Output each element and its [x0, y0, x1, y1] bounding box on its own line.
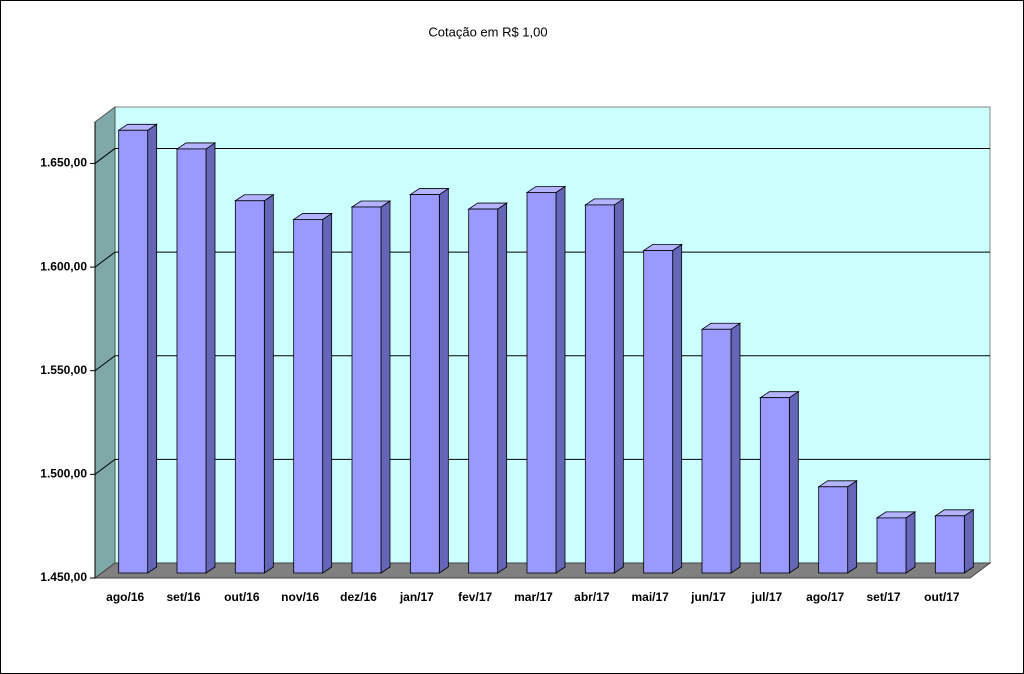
bar-side — [205, 142, 216, 574]
grid-line — [94, 458, 116, 475]
y-tick-label: 1.600,00 — [40, 259, 87, 273]
bar-front — [584, 204, 615, 574]
y-tick-label: 1.550,00 — [40, 363, 87, 377]
chart-title: Cotação em R$ 1,00 — [428, 24, 547, 39]
bar — [292, 212, 333, 574]
x-tick-label: out/17 — [924, 590, 960, 604]
x-tick-label: mar/17 — [514, 590, 553, 604]
bar-side — [672, 243, 683, 574]
x-tick-label: fev/17 — [458, 590, 492, 604]
bar-front — [118, 129, 149, 574]
bar — [409, 187, 450, 574]
bar-front — [468, 208, 499, 574]
bar-side — [788, 390, 799, 574]
bar-side — [380, 200, 391, 574]
bar — [875, 511, 917, 574]
bar-side — [905, 511, 916, 574]
grid-line — [94, 355, 116, 372]
bar-front — [409, 194, 440, 574]
y-tick-label: 1.450,00 — [40, 570, 87, 584]
grid-line — [94, 148, 116, 164]
bar-side — [322, 212, 333, 574]
bar — [117, 123, 158, 574]
x-tick-label: ago/17 — [806, 590, 844, 604]
bar — [467, 202, 508, 574]
bar — [175, 142, 217, 574]
x-tick-label: mai/17 — [631, 590, 669, 604]
bar — [350, 200, 392, 574]
y-tick-label: 1.650,00 — [40, 156, 87, 170]
bar-front — [818, 486, 849, 574]
bar-front — [234, 200, 265, 574]
bar-side — [847, 480, 858, 574]
bar-side — [147, 123, 158, 574]
bar — [584, 198, 625, 574]
grid-line — [94, 251, 116, 268]
bar-front — [934, 515, 965, 574]
bar-side — [263, 194, 274, 574]
x-tick-label: dez/16 — [340, 590, 377, 604]
bar-side — [963, 509, 974, 574]
bar-front — [643, 250, 674, 574]
bar — [525, 185, 567, 574]
bar-side — [555, 185, 566, 574]
x-tick-label: abr/17 — [574, 590, 610, 604]
bar-side — [613, 198, 624, 574]
x-tick-label: out/16 — [224, 590, 260, 604]
bar-front — [176, 148, 207, 574]
x-tick-label: set/16 — [166, 590, 200, 604]
x-tick-label: jul/17 — [750, 590, 782, 604]
bar-front — [876, 517, 907, 574]
bar-side — [497, 202, 508, 574]
bar-front — [701, 328, 732, 574]
bar — [759, 390, 800, 574]
bar — [234, 194, 275, 574]
x-tick-label: nov/16 — [281, 590, 319, 604]
x-tick-label: jan/17 — [399, 590, 434, 604]
bar-front — [759, 397, 790, 574]
bar-side — [730, 322, 741, 574]
y-tick-label: 1.500,00 — [40, 467, 87, 481]
bar — [642, 243, 683, 574]
bar-front — [351, 206, 382, 574]
bar-front — [293, 219, 324, 574]
x-tick-label: set/17 — [866, 590, 900, 604]
bar — [817, 480, 858, 574]
x-tick-label: ago/16 — [106, 590, 144, 604]
x-tick-label: jun/17 — [690, 590, 726, 604]
bar — [934, 509, 975, 574]
bar-side — [438, 187, 449, 574]
bar — [700, 322, 742, 574]
bar-front — [526, 192, 557, 574]
side-wall — [94, 106, 116, 579]
